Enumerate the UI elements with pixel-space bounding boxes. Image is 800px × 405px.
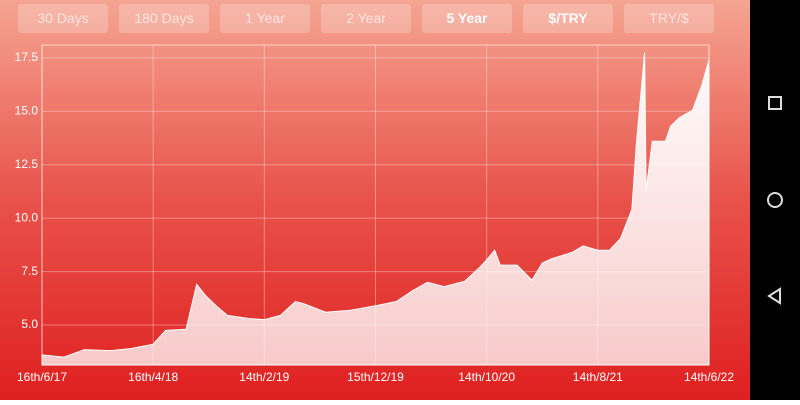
y-tick-label: 7.5 (21, 264, 38, 278)
range-button[interactable]: $/TRY (523, 4, 613, 33)
nav-icons (767, 96, 783, 305)
area (41, 52, 710, 366)
nav-bar (750, 0, 800, 400)
y-tick-label: 17.5 (15, 50, 39, 64)
x-tick-label: 16th/6/17 (17, 370, 67, 384)
back[interactable] (767, 287, 781, 305)
y-tick-label: 12.5 (15, 157, 39, 171)
range-button[interactable]: 30 Days (18, 4, 108, 33)
home[interactable] (767, 192, 783, 208)
range-button[interactable]: 180 Days (119, 4, 209, 33)
range-button[interactable]: 2 Year (321, 4, 411, 33)
x-tick-label: 14th/10/20 (458, 370, 515, 384)
x-tick-label: 14th/8/21 (573, 370, 623, 384)
range-button[interactable]: TRY/$ (624, 4, 714, 33)
recent-apps[interactable] (768, 96, 782, 110)
y-tick-label: 15.0 (15, 103, 39, 117)
x-tick-label: 16th/4/18 (128, 370, 178, 384)
chart: 5.0 7.5 10.0 12.5 15.0 17.5 16th/6/17 16th/4/18… (15, 50, 734, 384)
app-screen: 30 Days 180 Days 1 Year 2 Year 5 Year $/TRY TR… (0, 0, 750, 400)
x-tick-label: 14th/6/22 (684, 370, 734, 384)
y-tick-label: 10.0 (15, 210, 39, 224)
range-button[interactable]: 1 Year (220, 4, 310, 33)
x-tick-label: 15th/12/19 (347, 370, 404, 384)
x-tick-label: 14th/2/19 (239, 370, 289, 384)
y-tick-label: 5.0 (21, 317, 38, 331)
range-button[interactable]: 5 Year (422, 4, 512, 33)
